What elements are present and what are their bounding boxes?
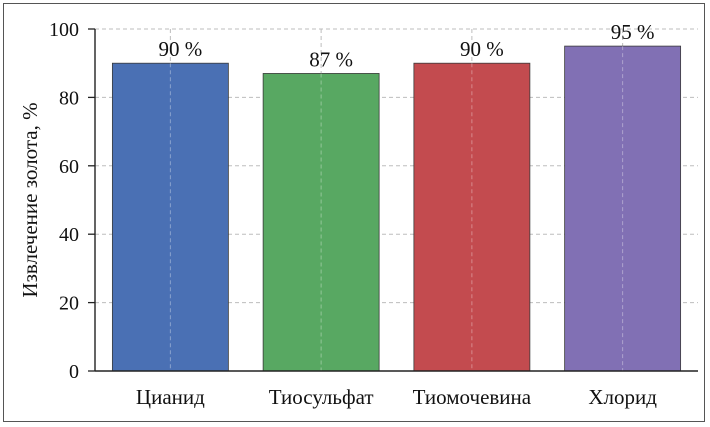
y-tick-label: 100	[49, 19, 79, 41]
y-tick-label: 0	[69, 361, 79, 383]
y-tick-label: 40	[59, 224, 79, 246]
data-label: 95 %	[611, 20, 655, 44]
data-labels: 90 % 87 % 90 % 95 %	[159, 20, 655, 71]
y-tick-label: 60	[59, 156, 79, 178]
data-label: 90 %	[460, 37, 504, 61]
bar-2	[262, 73, 380, 372]
x-category-label: Цианид	[136, 385, 205, 409]
y-axis-label: Извлечение золота, %	[18, 102, 42, 297]
x-category-label: Тиосульфат	[269, 385, 374, 409]
bar-1	[111, 62, 229, 372]
y-tick-labels: 0 20 40 60 80 100	[49, 19, 79, 383]
x-category-labels: Цианид Тиосульфат Тиомочевина Хлорид	[136, 385, 657, 409]
y-tick-label: 80	[59, 87, 79, 109]
bar-4	[564, 45, 682, 372]
axes-group	[94, 29, 698, 372]
y-tick-label: 20	[59, 293, 79, 315]
bars-group	[111, 45, 682, 372]
x-category-label: Хлорид	[588, 385, 657, 409]
data-label: 90 %	[159, 37, 203, 61]
x-category-label: Тиомочевина	[413, 385, 532, 409]
data-label: 87 %	[309, 47, 353, 71]
